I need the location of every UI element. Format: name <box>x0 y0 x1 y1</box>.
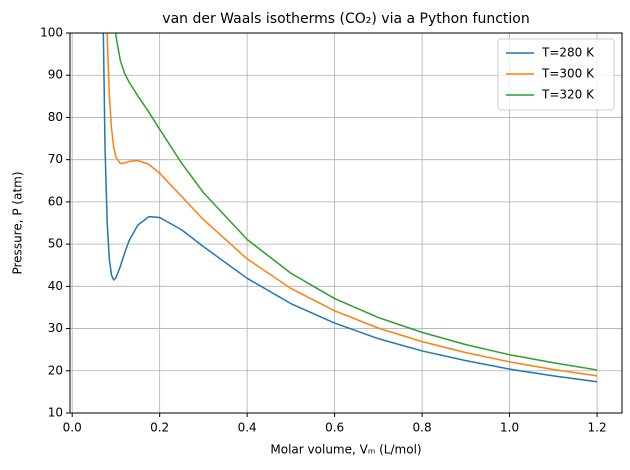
series-line <box>102 33 598 383</box>
legend: T=280 K T=300 K T=320 K <box>497 38 615 111</box>
x-tick-label: 0.8 <box>413 421 432 435</box>
y-axis-label: Pressure, P (atm) <box>11 171 25 274</box>
y-tick-label: 10 <box>48 406 63 420</box>
y-tick-label: 80 <box>48 110 63 124</box>
y-tick-label: 60 <box>48 194 63 208</box>
x-tick-label: 1.2 <box>588 421 607 435</box>
y-tick-label: 30 <box>48 321 63 335</box>
y-tick-label: 50 <box>48 237 63 251</box>
x-axis-label: Molar volume, Vₘ (L/mol) <box>270 443 421 457</box>
series-line <box>114 33 598 371</box>
chart-title: van der Waals isotherms (CO₂) via a Pyth… <box>162 11 529 27</box>
legend-label: T=300 K <box>541 67 595 81</box>
y-tick-label: 90 <box>48 68 63 82</box>
x-tick-label: 0.4 <box>238 421 257 435</box>
x-tick-label: 1.0 <box>500 421 519 435</box>
y-tick-label: 40 <box>48 279 63 293</box>
plot-area <box>102 33 598 383</box>
x-tick-label: 0.0 <box>63 421 82 435</box>
y-tick-label: 70 <box>48 152 63 166</box>
x-tick-label: 0.2 <box>150 421 169 435</box>
legend-box <box>497 38 615 111</box>
axes-frame <box>69 32 623 414</box>
y-tick-label: 100 <box>40 26 63 40</box>
legend-label: T=280 K <box>541 46 595 60</box>
y-tick-label: 20 <box>48 363 63 377</box>
series-line <box>106 33 598 377</box>
legend-label: T=320 K <box>541 88 595 102</box>
x-tick-label: 0.6 <box>325 421 344 435</box>
